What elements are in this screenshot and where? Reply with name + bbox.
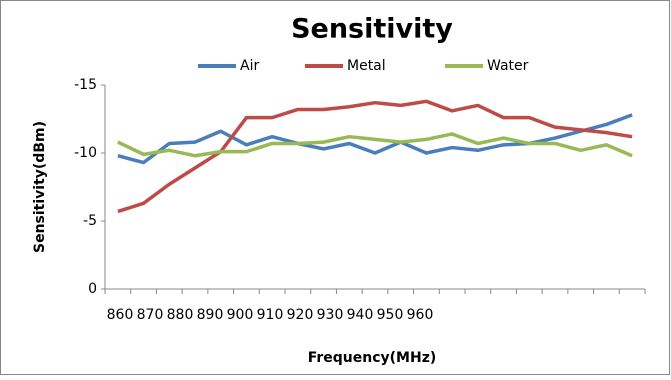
x-tick-label: 860 [107, 307, 134, 323]
legend-label: Air [240, 58, 259, 74]
x-tick-label: 880 [167, 307, 194, 323]
x-axis-title: Frequency(MHz) [308, 350, 437, 366]
line-series [117, 132, 633, 158]
x-tick-label: 930 [317, 307, 344, 323]
x-tick-label: 870 [137, 307, 164, 323]
x-tick-label: 900 [227, 307, 254, 323]
x-tick-label: 910 [257, 307, 284, 323]
y-tick-label: -10 [74, 145, 97, 161]
line-series [117, 99, 633, 214]
x-tick-label: 960 [407, 307, 434, 323]
legend-label: Water [487, 58, 529, 74]
y-tick-label: -5 [83, 213, 97, 229]
y-tick-label: -15 [74, 77, 97, 93]
chart-title: Sensitivity [291, 14, 453, 45]
y-axis-title: Sensitivity(dBm) [32, 121, 48, 253]
x-tick-label: 940 [347, 307, 374, 323]
x-tick-label: 890 [197, 307, 224, 323]
x-tick-label: 920 [287, 307, 314, 323]
y-tick-label: 0 [88, 281, 97, 297]
line-series [117, 113, 633, 165]
x-tick-label: 950 [377, 307, 404, 323]
legend-label: Metal [347, 58, 386, 74]
